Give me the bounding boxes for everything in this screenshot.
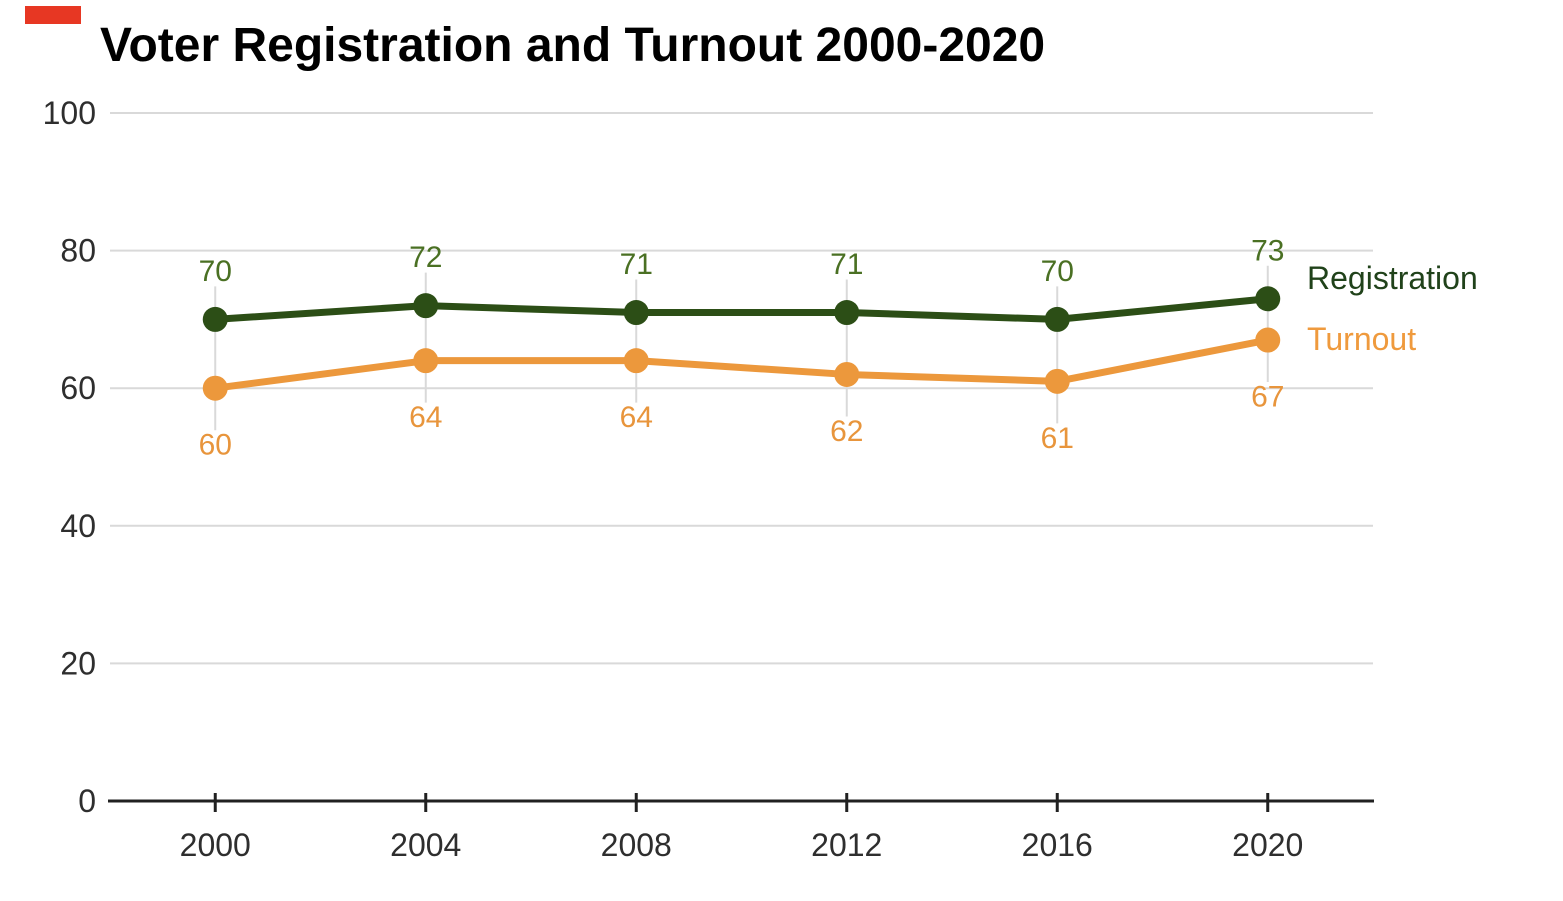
data-point-turnout-2016: [1044, 368, 1070, 394]
chart-title: Voter Registration and Turnout 2000-2020: [100, 19, 1046, 72]
series-line-registration: [211, 295, 1272, 323]
y-tick-label-0: 0: [78, 783, 96, 819]
data-label-turnout-2020: 67: [1251, 381, 1284, 414]
legend-label-turnout: Turnout: [1307, 321, 1416, 357]
data-point-registration-2008: [623, 300, 649, 326]
data-point-registration-2020: [1255, 286, 1281, 312]
series-line-turnout: [211, 336, 1272, 392]
x-tick-label-2000: 2000: [180, 827, 251, 863]
data-point-registration-2016: [1044, 306, 1070, 332]
data-label-registration-2020: 73: [1251, 234, 1284, 267]
data-point-registration-2000: [202, 306, 228, 332]
y-tick-label-80: 80: [60, 233, 96, 269]
data-label-turnout-2016: 61: [1041, 422, 1074, 455]
x-tick-label-2012: 2012: [811, 827, 882, 863]
data-point-turnout-2012: [834, 361, 860, 387]
data-label-registration-2016: 70: [1041, 255, 1074, 288]
data-label-registration-2012: 71: [830, 248, 863, 281]
data-label-registration-2008: 71: [620, 248, 653, 281]
data-label-turnout-2000: 60: [199, 429, 232, 462]
data-point-turnout-2020: [1255, 327, 1281, 353]
data-point-registration-2004: [413, 293, 439, 319]
legend-label-registration: Registration: [1307, 260, 1478, 296]
x-tick-label-2008: 2008: [601, 827, 672, 863]
y-tick-label-20: 20: [60, 645, 96, 681]
data-label-turnout-2004: 64: [409, 401, 442, 434]
data-label-registration-2000: 70: [199, 255, 232, 288]
data-point-turnout-2008: [623, 348, 649, 374]
data-label-turnout-2012: 62: [830, 415, 863, 448]
red-marker: [25, 6, 81, 24]
x-tick-label-2016: 2016: [1022, 827, 1093, 863]
data-point-turnout-2004: [413, 348, 439, 374]
data-label-registration-2004: 72: [409, 241, 442, 274]
data-label-turnout-2008: 64: [620, 401, 653, 434]
data-point-registration-2012: [834, 300, 860, 326]
x-tick-label-2004: 2004: [390, 827, 461, 863]
y-tick-label-40: 40: [60, 508, 96, 544]
x-tick-label-2020: 2020: [1232, 827, 1303, 863]
y-tick-label-60: 60: [60, 370, 96, 406]
data-point-turnout-2000: [202, 375, 228, 401]
y-tick-label-100: 100: [43, 95, 96, 131]
